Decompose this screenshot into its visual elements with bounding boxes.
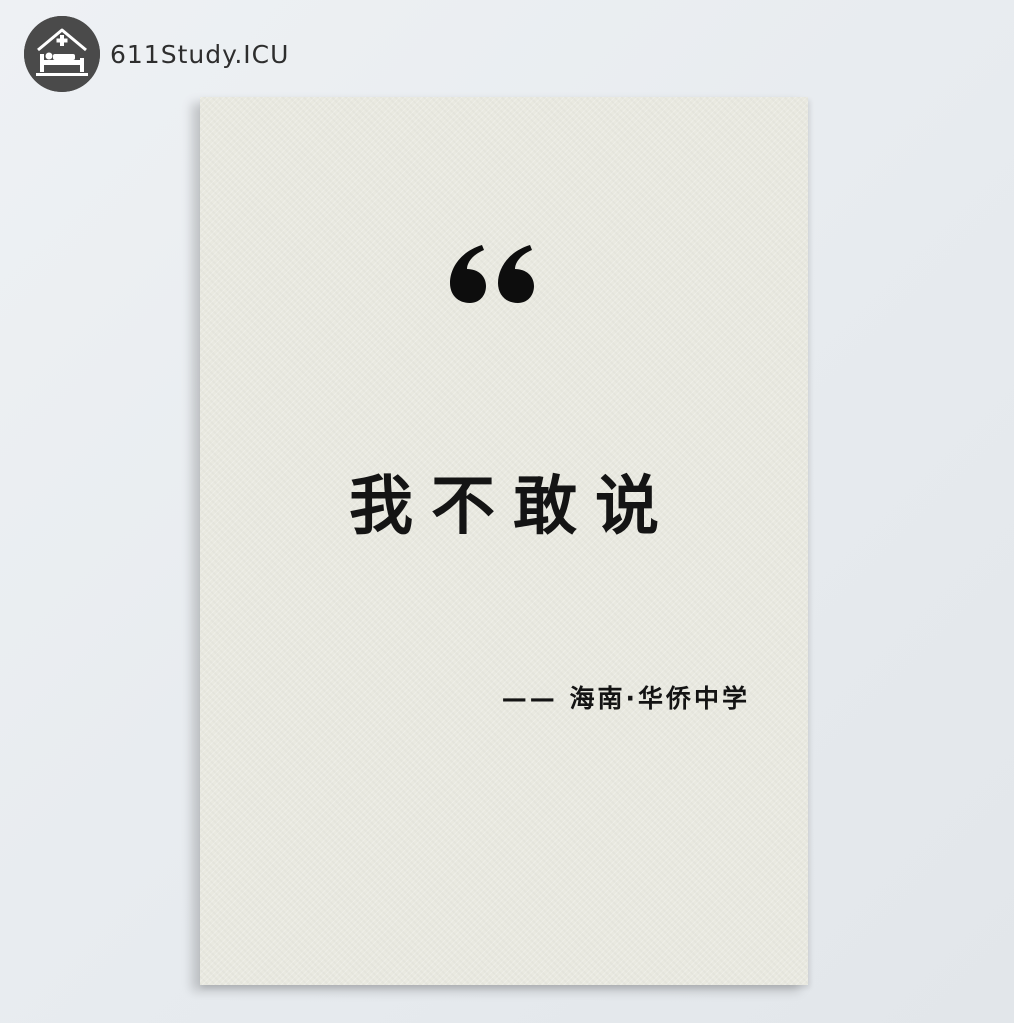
quote-text: 我不敢说 — [349, 470, 677, 544]
quote-attribution: —— 海南·华侨中学 — [501, 684, 750, 713]
quote-open-icon — [450, 245, 534, 303]
bed-house-icon — [24, 16, 100, 92]
brand-name: 611Study.ICU — [110, 39, 290, 69]
quote-card: 我不敢说 —— 海南·华侨中学 — [200, 97, 808, 985]
brand: 611Study.ICU — [24, 16, 289, 92]
